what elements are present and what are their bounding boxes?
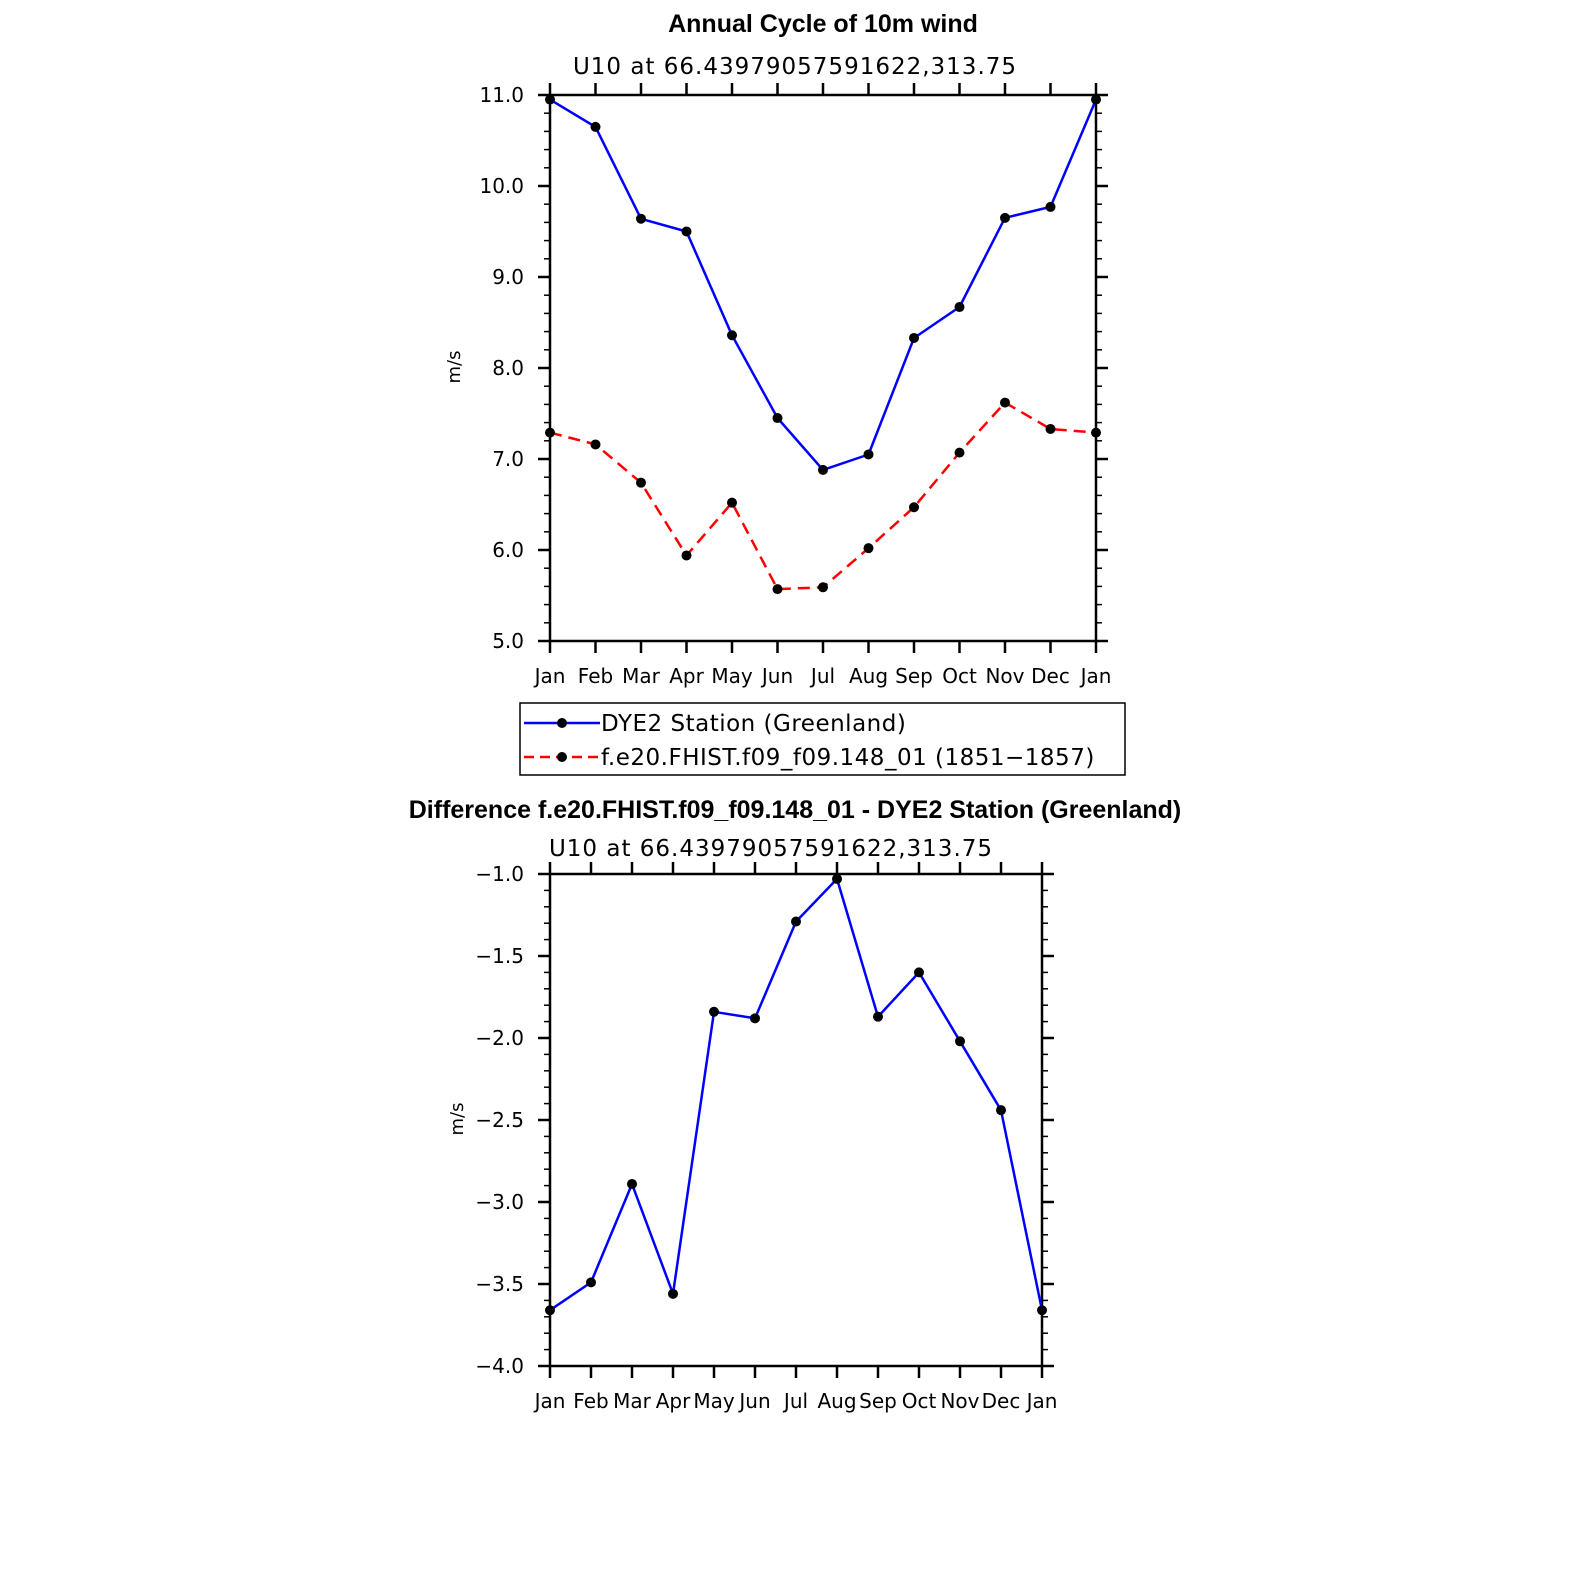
legend: DYE2 Station (Greenland) f.e20.FHIST.f09…: [519, 702, 1126, 776]
y-tick-label: −2.5: [475, 1108, 524, 1132]
data-point-0: [668, 1288, 678, 1299]
data-point-0: [1000, 212, 1010, 223]
y-tick-label: 11.0: [479, 83, 524, 107]
y-tick-label: 6.0: [492, 538, 524, 562]
x-tick-label: Apr: [656, 1389, 691, 1413]
y-tick-label: 10.0: [479, 174, 524, 198]
y-tick-label: −4.0: [475, 1354, 524, 1378]
data-point-0: [1091, 94, 1101, 105]
x-tick-label: Oct: [902, 1389, 937, 1413]
x-tick-label: Aug: [817, 1389, 856, 1413]
x-tick-label: Nov: [940, 1389, 979, 1413]
data-point-0: [873, 1011, 883, 1022]
x-tick-label: Jan: [1025, 1389, 1058, 1413]
data-point-0: [954, 302, 965, 313]
y-tick-label: −3.0: [475, 1190, 524, 1214]
data-point-0: [1045, 201, 1056, 212]
chart-title: Annual Cycle of 10m wind: [668, 10, 978, 38]
data-point-0: [909, 332, 919, 343]
x-tick-label: Jun: [737, 1389, 770, 1413]
data-point-0: [590, 121, 601, 132]
plot-area: Jan Feb Mar Apr May Jun Jul Aug Sep Oct Nov Dec Jan 5…: [479, 83, 1111, 688]
chart-subtitle: U10 at 66.43979057591622,313.75: [573, 54, 1017, 80]
data-point-0: [996, 1105, 1006, 1116]
x-tick-label: Jan: [533, 664, 566, 688]
data-point-0: [772, 413, 783, 424]
x-tick-label: Jul: [809, 664, 835, 688]
data-point-0: [681, 226, 692, 237]
x-tick-label: May: [693, 1389, 735, 1413]
data-point-1: [1045, 423, 1056, 434]
x-tick-label: Jan: [533, 1389, 566, 1413]
legend-marker-model: [557, 752, 567, 762]
y-axis-label: m/s: [447, 1103, 468, 1136]
y-tick-label: 8.0: [492, 356, 524, 380]
x-tick-label: Feb: [578, 664, 613, 688]
data-point-1: [590, 439, 601, 450]
data-point-1: [1091, 427, 1101, 438]
x-tick-label: Jun: [760, 664, 793, 688]
data-point-0: [1037, 1305, 1047, 1316]
x-tick-label: Mar: [613, 1389, 652, 1413]
difference-chart: Difference f.e20.FHIST.f09_f09.148_01 - …: [409, 796, 1182, 1413]
y-tick-label: −1.0: [475, 862, 524, 886]
data-point-0: [727, 330, 737, 341]
legend-label-model: f.e20.FHIST.f09_f09.148_01 (1851−1857): [601, 745, 1095, 771]
data-point-0: [791, 916, 801, 927]
y-axis-label: m/s: [444, 351, 465, 384]
y-tick-label: −2.0: [475, 1026, 524, 1050]
x-tick-label: Sep: [895, 664, 933, 688]
data-point-1: [681, 550, 692, 561]
data-point-1: [863, 543, 874, 554]
x-tick-label: Apr: [669, 664, 704, 688]
data-point-0: [586, 1277, 596, 1288]
legend-label-obs: DYE2 Station (Greenland): [601, 711, 906, 737]
x-tick-label: Mar: [622, 664, 661, 688]
annual-cycle-chart: Annual Cycle of 10m wind U10 at 66.43979…: [444, 10, 1126, 776]
data-point-0: [750, 1013, 760, 1024]
x-tick-label: Jul: [782, 1389, 808, 1413]
data-point-0: [709, 1006, 719, 1017]
y-tick-label: −3.5: [475, 1272, 524, 1296]
x-tick-label: Sep: [859, 1389, 897, 1413]
data-point-0: [955, 1036, 965, 1047]
data-point-0: [818, 464, 828, 475]
y-tick-label: 5.0: [492, 629, 524, 653]
data-point-0: [545, 1305, 555, 1316]
data-point-1: [818, 582, 828, 593]
data-point-0: [914, 967, 924, 978]
data-point-1: [545, 427, 555, 438]
y-tick-label: −1.5: [475, 944, 524, 968]
data-point-0: [627, 1178, 637, 1189]
data-point-1: [1000, 397, 1010, 408]
data-point-1: [954, 447, 965, 458]
chart-title: Difference f.e20.FHIST.f09_f09.148_01 - …: [409, 796, 1182, 824]
x-tick-label: Jan: [1079, 664, 1112, 688]
x-tick-label: Dec: [982, 1389, 1021, 1413]
data-point-1: [636, 477, 646, 488]
x-tick-label: May: [711, 664, 753, 688]
x-tick-label: Dec: [1031, 664, 1070, 688]
chart-subtitle: U10 at 66.43979057591622,313.75: [549, 836, 993, 862]
legend-marker-obs: [557, 718, 567, 728]
data-point-0: [636, 213, 646, 224]
x-tick-label: Oct: [942, 664, 977, 688]
data-point-0: [832, 873, 842, 884]
y-tick-label: 9.0: [492, 265, 524, 289]
data-point-1: [772, 584, 783, 595]
legend-box: [519, 702, 1126, 776]
data-point-1: [909, 502, 919, 513]
y-tick-label: 7.0: [492, 447, 524, 471]
x-tick-label: Aug: [849, 664, 888, 688]
data-point-0: [545, 94, 555, 105]
x-tick-label: Feb: [573, 1389, 608, 1413]
x-tick-label: Nov: [985, 664, 1024, 688]
data-point-0: [863, 449, 874, 460]
data-point-1: [727, 497, 737, 508]
plot-area: Jan Feb Mar Apr May Jun Jul Aug Sep Oct Nov Dec Jan−…: [475, 862, 1057, 1413]
